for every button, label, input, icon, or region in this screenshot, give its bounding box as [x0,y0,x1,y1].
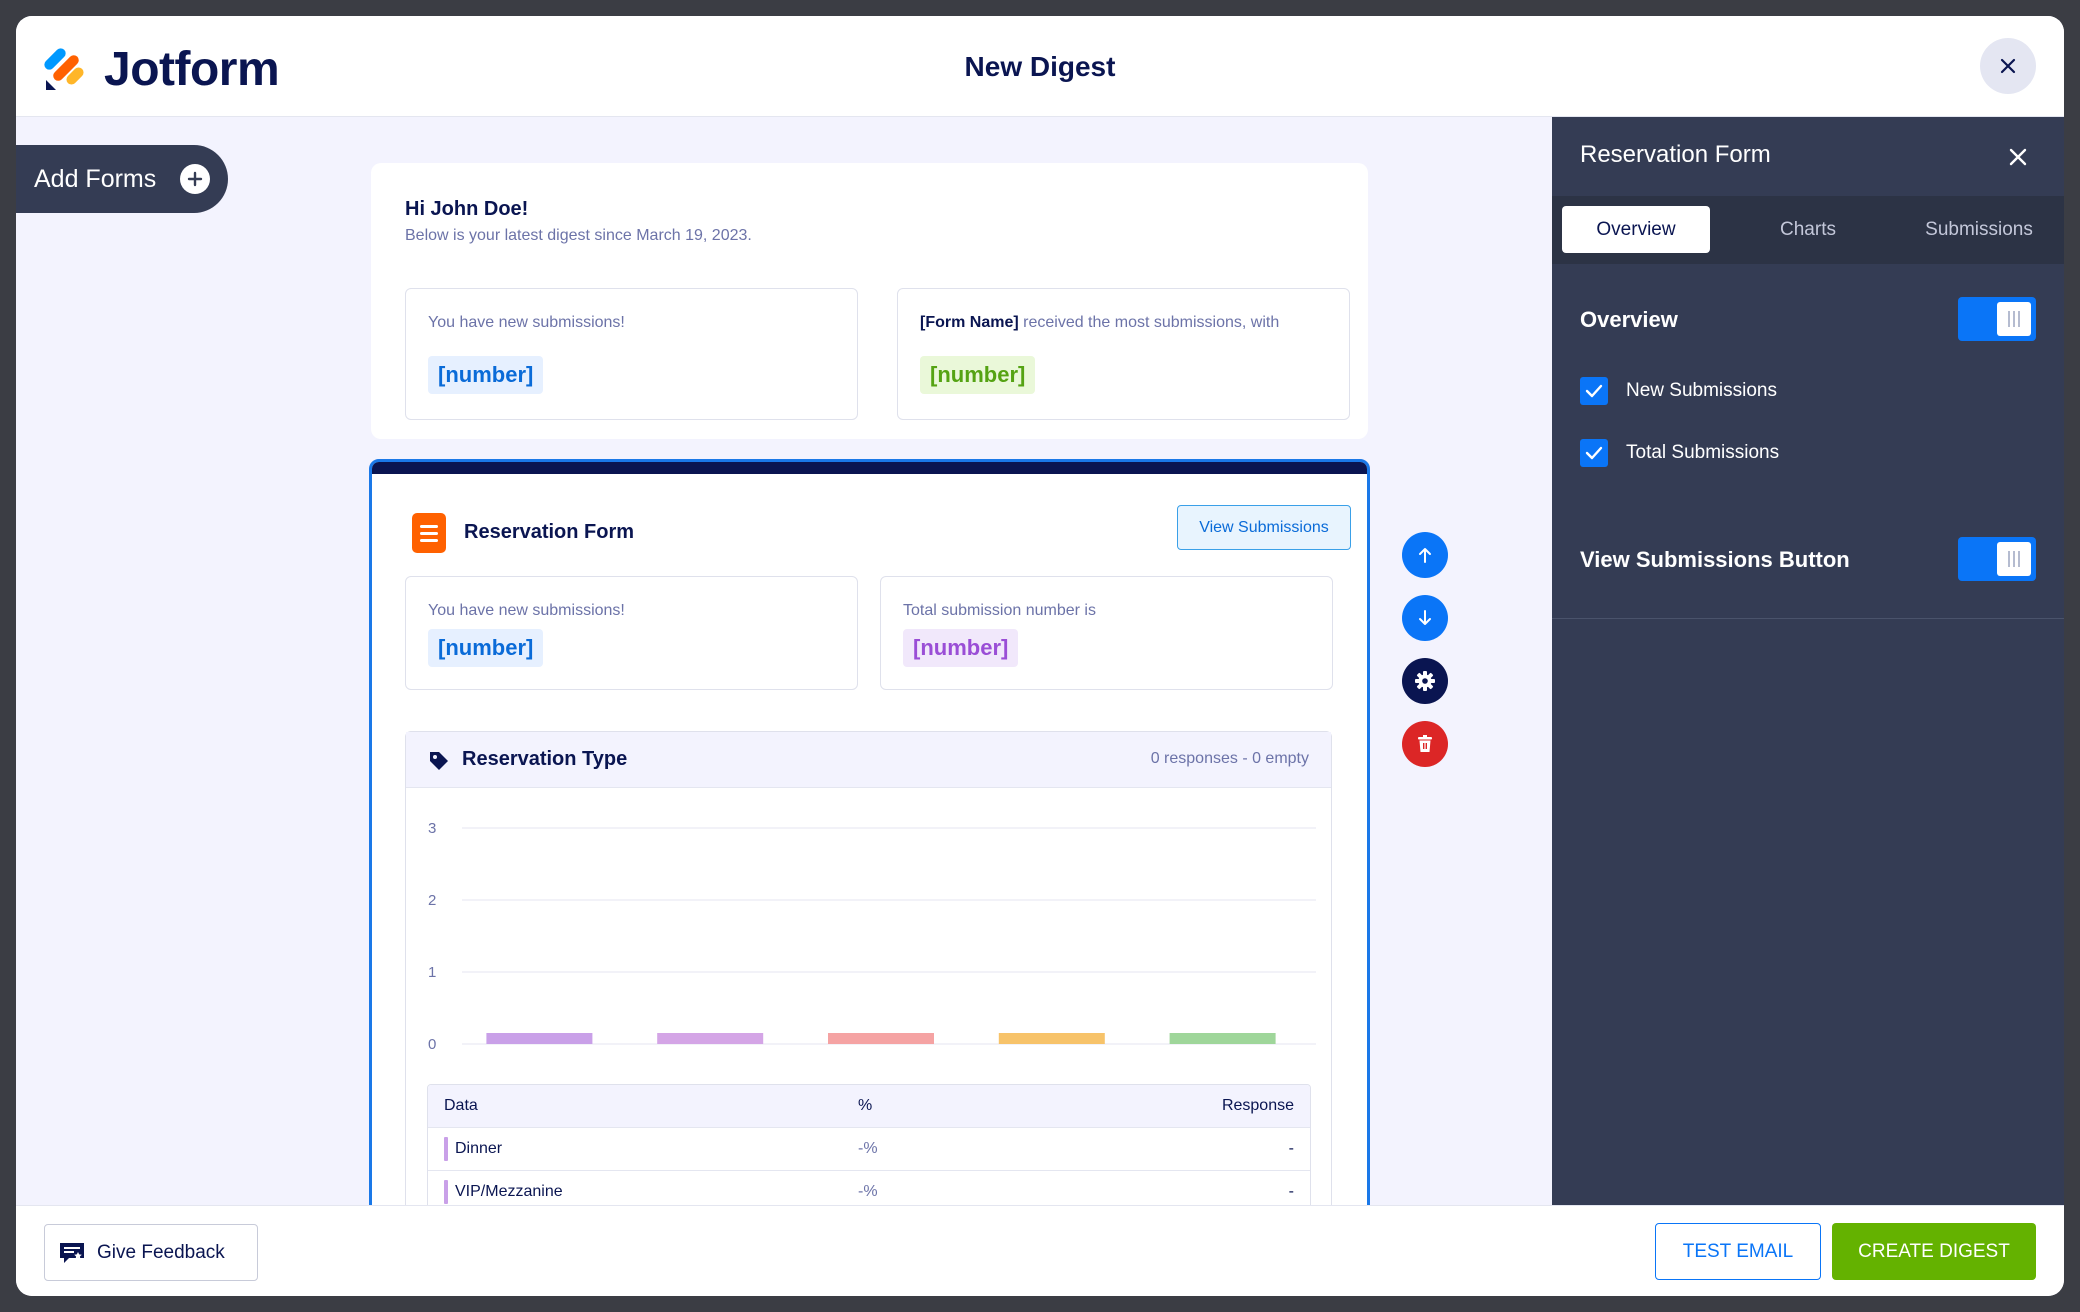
page-title: New Digest [964,51,1116,82]
chart-bar [1169,1033,1276,1044]
test-email-button[interactable]: TEST EMAIL [1655,1223,1821,1280]
chart-bar [998,1033,1105,1044]
number-placeholder: [number] [903,629,1019,667]
trash-icon [1418,735,1432,752]
row-percent: -% [858,1140,878,1157]
new-submissions-checkbox[interactable]: New Submissions [1580,377,1777,405]
header-response: Response [1221,1097,1294,1114]
number-placeholder: [number] [428,356,544,394]
toggle-knob [1997,542,2031,576]
new-submissions-box: You have new submissions! [number] [405,576,858,690]
row-percent: -% [858,1183,878,1200]
checkbox-label: New Submissions [1626,380,1777,401]
add-forms-button[interactable]: Add Forms [16,145,228,213]
delete-button[interactable] [1402,721,1448,767]
header: Jotform New Digest [16,16,2064,117]
row-label: Dinner [455,1140,503,1157]
table-header-row: Data % Response [428,1085,1310,1128]
form-title: Reservation Form [464,521,635,543]
checkmark-icon [1585,446,1603,460]
arrow-up-icon [1419,548,1431,563]
most-submissions-box: [Form Name] received the most submission… [897,288,1350,420]
number-placeholder: [number] [920,356,1036,394]
y-tick-label: 2 [428,892,436,909]
checkbox-label: Total Submissions [1626,442,1780,463]
view-submissions-toggle[interactable] [1958,537,2036,581]
new-submissions-text: You have new submissions! [428,602,625,619]
toggle-knob [1997,302,2031,336]
feedback-icon [60,1242,84,1263]
tab-overview[interactable]: Overview [1562,206,1710,253]
tag-icon [430,752,448,770]
row-response: - [1288,1183,1294,1200]
form-icon [412,513,446,553]
brand-name: Jotform [104,43,280,96]
move-down-button[interactable] [1402,595,1448,641]
digest-intro-card: Hi John Doe! Below is your latest digest… [371,163,1368,439]
view-submissions-section-label: View Submissions Button [1580,547,1850,572]
close-panel-button[interactable] [2000,139,2036,175]
checkmark-icon [1585,384,1603,398]
reservation-type-bar-chart: 0 1 2 3 [428,820,1316,1053]
chart-bar [828,1033,934,1044]
jotform-logo[interactable]: Jotform [44,42,280,97]
new-submissions-text: You have new submissions! [428,314,625,331]
total-submissions-box: Total submission number is [number] [880,576,1333,690]
chart-data-table: Data % Response Dinner -% - VIP/Mezzanin… [427,1084,1311,1258]
tab-submissions[interactable]: Submissions [1925,218,2033,240]
digest-subtitle: Below is your latest digest since March … [405,227,752,244]
jotform-logo-icon [44,47,84,90]
table-row: Dinner -% - [428,1128,1310,1171]
total-submissions-checkbox[interactable]: Total Submissions [1580,439,1779,467]
close-window-button[interactable] [1980,38,2036,94]
checkbox-checked [1580,377,1608,405]
card-top-bar [372,462,1367,474]
add-forms-label: Add Forms [34,164,157,193]
panel-title: Reservation Form [1580,141,1771,168]
tab-charts[interactable]: Charts [1780,218,1836,240]
header-percent: % [858,1097,873,1114]
chart-response-count: 0 responses - 0 empty [1150,750,1309,767]
overview-section-label: Overview [1580,307,1678,332]
chart-title: Reservation Type [462,748,628,770]
row-response: - [1288,1140,1294,1157]
plus-circle-icon [180,164,210,194]
chart-bar [657,1033,764,1044]
y-tick-label: 1 [428,964,436,981]
panel-tabs: Overview Charts Submissions [1552,196,2064,264]
y-tick-label: 0 [428,1036,436,1053]
reservation-form-card[interactable]: Reservation Form View Submissions You ha… [369,459,1370,1296]
overview-toggle[interactable] [1958,297,2036,341]
chart-bar [486,1033,593,1044]
number-placeholder: [number] [428,629,544,667]
settings-button[interactable] [1402,658,1448,704]
footer: Give Feedback TEST EMAIL CREATE DIGEST [16,1205,2064,1296]
move-up-button[interactable] [1402,532,1448,578]
create-digest-button[interactable]: CREATE DIGEST [1832,1223,2036,1280]
form-name-placeholder: [Form Name] [920,314,1019,331]
y-tick-label: 3 [428,820,436,837]
close-icon [2000,58,2016,74]
chart-header: Reservation Type 0 responses - 0 empty [406,732,1331,788]
reservation-type-chart-panel: Reservation Type 0 responses - 0 empty 0… [405,731,1332,1296]
form-settings-panel: Reservation Form Overview Charts Submiss… [1552,117,2064,1221]
header-data: Data [444,1097,478,1114]
color-swatch [444,1137,448,1161]
arrow-down-icon [1419,610,1431,625]
row-label: VIP/Mezzanine [455,1183,563,1200]
give-feedback-label: Give Feedback [97,1241,225,1263]
new-submissions-box: You have new submissions! [number] [405,288,858,420]
color-swatch [444,1180,448,1204]
total-submissions-text: Total submission number is [903,602,1096,619]
gear-icon [1415,671,1435,691]
greeting: Hi John Doe! [405,198,529,220]
most-submissions-text: [Form Name] received the most submission… [920,314,1280,331]
checkbox-checked [1580,439,1608,467]
panel-divider [1552,618,2064,619]
digest-window: Jotform New Digest Add Forms Hi John Doe… [16,16,2064,1296]
give-feedback-button[interactable]: Give Feedback [44,1224,258,1281]
view-submissions-button[interactable]: View Submissions [1177,505,1351,550]
close-icon [2009,148,2027,166]
